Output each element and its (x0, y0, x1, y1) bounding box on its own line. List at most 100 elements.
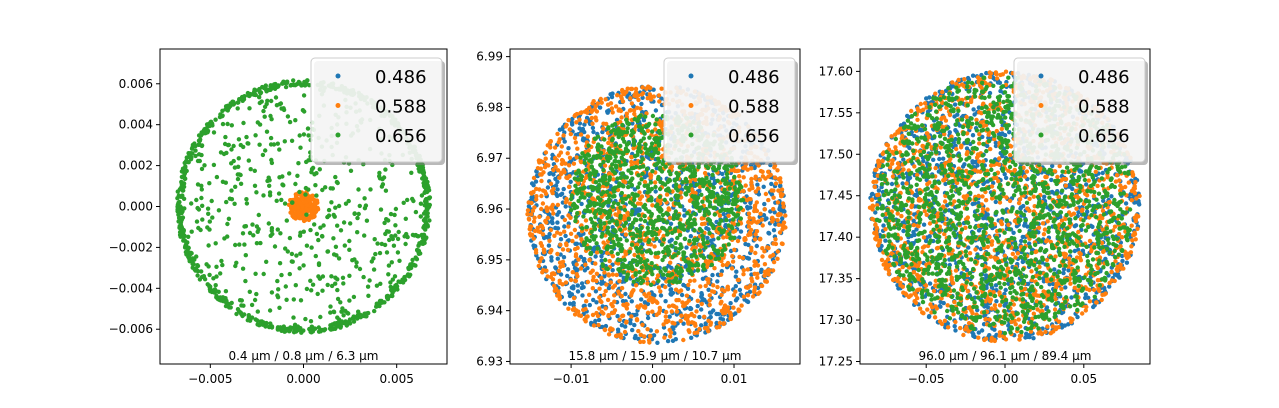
spot-point (693, 323, 698, 328)
spot-point (629, 242, 635, 247)
spot-point (733, 289, 738, 294)
spot-point (283, 284, 288, 289)
spot-point (652, 293, 657, 298)
spot-point (687, 238, 692, 244)
spot-point (329, 200, 334, 205)
spot-point (650, 169, 655, 174)
spot-point (555, 168, 561, 173)
spot-point (753, 232, 758, 237)
spot-point (597, 210, 603, 216)
spot-point (589, 108, 595, 113)
spot-point (640, 171, 645, 176)
spot-point (379, 241, 384, 247)
spot-point (590, 278, 596, 283)
spot-point (677, 165, 682, 170)
spot-point (686, 321, 691, 326)
spot-point (236, 156, 241, 161)
spot-point (580, 186, 585, 191)
spot-point (638, 332, 643, 337)
spot-point (381, 175, 387, 180)
spot-point (195, 273, 200, 278)
spot-point (253, 133, 258, 138)
spot-point (778, 212, 783, 217)
spot-point (334, 253, 339, 258)
spot-point (750, 294, 756, 299)
spot-point (333, 275, 338, 280)
spot-point (582, 129, 587, 135)
spot-point (320, 187, 325, 193)
spot-point (648, 180, 654, 185)
spot-point (623, 146, 629, 151)
spot-point (776, 188, 781, 193)
spot-point (352, 211, 357, 216)
legend-marker (335, 73, 341, 79)
spot-point (670, 254, 675, 260)
spot-point (612, 299, 617, 304)
spot-point (578, 110, 583, 116)
spot-point (766, 230, 771, 236)
spot-point (296, 209, 301, 214)
spot-point (766, 174, 771, 179)
spot-point (692, 194, 698, 199)
spot-point (671, 303, 677, 309)
spot-point (667, 225, 673, 231)
spot-point (335, 287, 340, 293)
spot-point (589, 229, 594, 234)
spot-point (208, 122, 214, 127)
spot-point (611, 189, 617, 194)
spot-point (333, 205, 338, 210)
spot-point (718, 272, 724, 277)
spot-point (284, 327, 290, 333)
y-tick-label: 0.000 (119, 200, 153, 214)
spot-point (728, 248, 734, 254)
spot-point (575, 146, 580, 151)
spot-point (555, 187, 560, 192)
spot-point (357, 266, 363, 272)
spot-point (591, 99, 596, 104)
spot-point (311, 214, 316, 220)
spot-point (613, 142, 618, 147)
spot-point (392, 212, 397, 218)
spot-point (610, 268, 615, 273)
spot-point (607, 258, 612, 264)
spot-point (771, 241, 776, 246)
spot-point (570, 116, 575, 122)
spot-point (582, 240, 588, 246)
spot-point (257, 86, 262, 92)
spot-point (738, 216, 743, 221)
spot-point (247, 230, 253, 236)
spot-point (242, 312, 247, 317)
spot-point (351, 314, 356, 319)
spot-point (257, 100, 262, 106)
spot-point (655, 176, 661, 182)
spot-point (719, 218, 724, 223)
spot-point (346, 198, 351, 204)
spot-point (224, 150, 229, 156)
spot-point (415, 248, 420, 253)
spot-point (637, 141, 642, 147)
spot-point (725, 287, 731, 292)
spot-point (710, 166, 716, 171)
spot-point (341, 313, 346, 318)
spot-point (667, 282, 672, 288)
spot-point (620, 313, 626, 318)
spot-point (646, 84, 651, 89)
spot-point (590, 121, 595, 126)
spot-point (291, 297, 296, 302)
spot-point (420, 170, 426, 176)
spot-point (664, 192, 670, 197)
spot-point (637, 233, 643, 238)
spot-point (405, 197, 410, 203)
spot-point (615, 333, 621, 338)
legend-marker (335, 132, 341, 138)
spot-point (558, 272, 564, 277)
spot-point (602, 163, 608, 168)
spot-point (555, 230, 560, 235)
spot-point (584, 246, 589, 251)
spot-point (735, 277, 741, 283)
spot-point (620, 87, 625, 93)
spot-point (778, 179, 783, 185)
spot-point (534, 197, 539, 202)
spot-point (672, 331, 677, 336)
spot-point (274, 198, 279, 203)
